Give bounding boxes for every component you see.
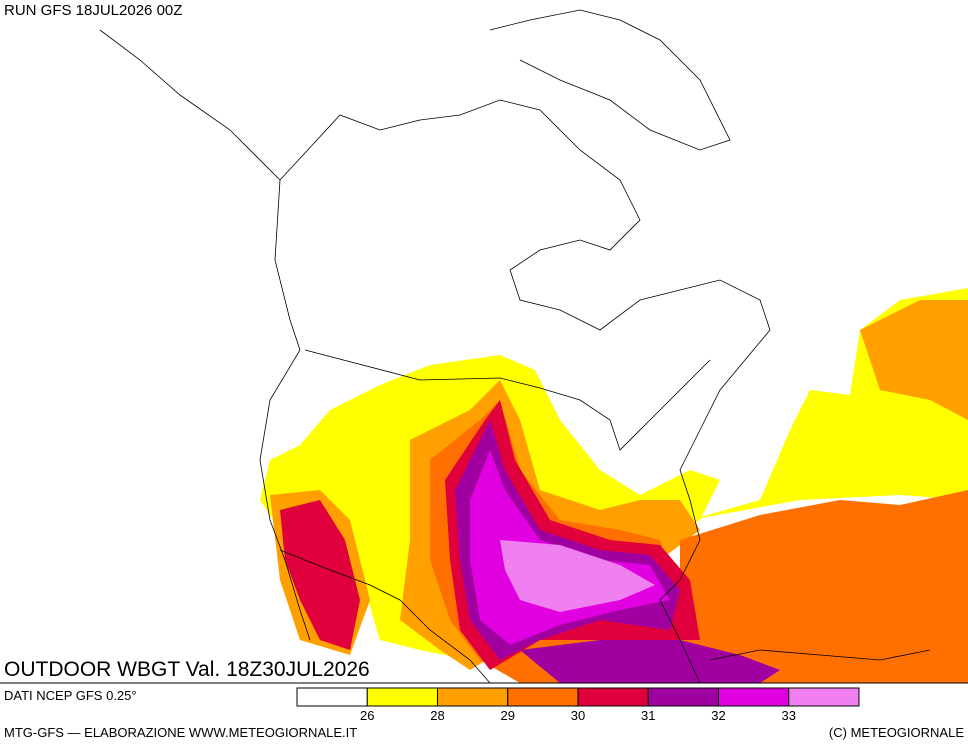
source-label: DATI NCEP GFS 0.25° <box>4 688 137 703</box>
heat-zone <box>520 640 780 683</box>
color-legend: 26 28 29 30 31 32 33 <box>296 687 860 723</box>
heat-zone <box>280 500 360 650</box>
coastline <box>709 649 931 661</box>
legend-threshold: 28 <box>430 708 444 723</box>
legend-threshold: 26 <box>360 708 374 723</box>
coastline <box>99 29 311 641</box>
legend-threshold: 33 <box>782 708 796 723</box>
legend-swatch <box>577 687 649 707</box>
legend-swatch <box>718 687 790 707</box>
legend-threshold: 30 <box>571 708 585 723</box>
coastlines <box>99 9 931 684</box>
legend-swatch <box>788 687 860 707</box>
heat-zone <box>500 540 655 612</box>
heat-zone <box>860 300 968 420</box>
legend-swatch <box>366 687 438 707</box>
wbgt-field <box>260 288 968 683</box>
legend-threshold: 31 <box>641 708 655 723</box>
coastline <box>279 99 771 684</box>
legend-swatch <box>507 687 579 707</box>
credit-label: MTG-GFS — ELABORAZIONE WWW.METEOGIORNALE… <box>4 725 357 740</box>
legend-threshold: 32 <box>711 708 725 723</box>
legend-swatch <box>437 687 509 707</box>
coastline <box>489 9 731 151</box>
legend-swatch <box>647 687 719 707</box>
run-label: RUN GFS 18JUL2026 00Z <box>4 2 182 19</box>
legend-swatch <box>296 687 368 707</box>
border <box>304 349 711 451</box>
legend-threshold: 29 <box>501 708 515 723</box>
map-title: OUTDOOR WBGT Val. 18Z30JUL2026 <box>4 658 370 681</box>
copyright-label: (C) METEOGIORNALE <box>829 725 964 740</box>
border <box>279 549 491 684</box>
